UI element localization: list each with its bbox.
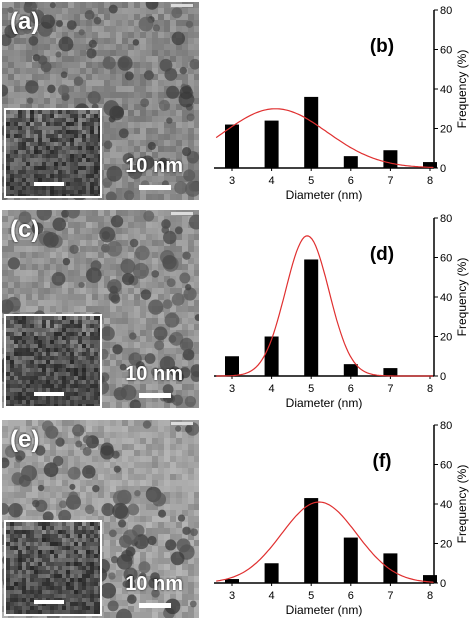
histogram-bar — [343, 156, 358, 168]
scale-label: 10 nm — [125, 363, 183, 385]
tem-inset — [4, 108, 102, 198]
scale-bar — [139, 393, 171, 398]
scale-label: 10 nm — [125, 155, 183, 177]
inset-scale-bar — [34, 392, 64, 396]
y-tick-label: 80 — [440, 5, 452, 17]
y-tick-label: 20 — [440, 124, 452, 136]
histogram-b: 0 20 40 60 80 Frequency (%) 3 4 5 6 7 8 Diameter (nm… — [202, 0, 474, 205]
y-tick-label: 40 — [440, 499, 452, 511]
panel-label: (b) — [370, 36, 394, 57]
tem-image-c: (c) 10 nm — [2, 210, 199, 408]
histogram-bar — [423, 162, 437, 168]
x-tick-label: 6 — [348, 590, 354, 602]
fit-curve — [216, 235, 433, 377]
y-tick-label: 20 — [440, 539, 452, 551]
histogram-d: 0 20 40 60 80 Frequency (%) 3 4 5 6 7 8 Diameter (nm… — [202, 208, 474, 413]
x-tick-label: 3 — [229, 175, 235, 187]
histogram-bar — [264, 563, 279, 583]
panel-label: (c) — [10, 216, 40, 243]
x-tick-label: 5 — [308, 590, 314, 602]
fit-curve — [215, 108, 434, 169]
y-tick-label: 60 — [440, 253, 452, 265]
x-tick-label: 4 — [269, 590, 275, 602]
x-tick-label: 8 — [427, 383, 433, 395]
histogram-bar — [304, 96, 319, 168]
x-tick-label: 7 — [387, 383, 393, 395]
histogram-bar — [423, 575, 437, 583]
y-tick-label: 60 — [440, 45, 452, 57]
tem-image-a: (a) 10 nm — [2, 2, 199, 200]
y-tick-label: 40 — [440, 292, 452, 304]
scale-label: 10 nm — [125, 573, 183, 595]
top-scale-mark — [171, 422, 193, 425]
y-tick-label: 40 — [440, 84, 452, 96]
x-tick-label: 8 — [427, 175, 433, 187]
histogram-svg: 0 20 40 60 80 Frequency (%) 3 4 5 6 7 8 Diameter (nm… — [214, 5, 469, 202]
x-tick-label: 8 — [427, 590, 433, 602]
y-axis-label: Frequency (%) — [455, 50, 469, 129]
histogram-f: 0 20 40 60 80 Frequency (%) 3 4 5 6 7 8 Diameter (nm… — [202, 415, 474, 620]
y-tick-label: 0 — [440, 163, 446, 175]
x-tick-label: 3 — [229, 383, 235, 395]
panel-label: (a) — [10, 8, 40, 35]
top-scale-mark — [171, 4, 193, 7]
y-tick-label: 20 — [440, 332, 452, 344]
x-axis-label: Diameter (nm) — [286, 188, 363, 202]
y-tick-label: 0 — [440, 371, 446, 383]
y-tick-label: 60 — [440, 460, 452, 472]
y-tick-label: 80 — [440, 213, 452, 225]
panel-label: (e) — [10, 426, 40, 453]
histogram-bar — [304, 498, 319, 583]
panel-label: (d) — [370, 244, 394, 265]
histogram-bar — [343, 364, 358, 376]
histogram-bar — [343, 537, 358, 583]
y-tick-label: 80 — [440, 420, 452, 432]
y-tick-label: 0 — [440, 578, 446, 590]
histogram-bar — [383, 553, 398, 583]
panel-label: (f) — [373, 451, 392, 472]
histogram-svg: 0 20 40 60 80 Frequency (%) 3 4 5 6 7 8 Diameter (nm… — [214, 420, 469, 617]
histogram-bar — [225, 356, 239, 376]
histogram-bar — [264, 120, 279, 168]
histogram-bar — [225, 579, 239, 583]
scale-bar — [139, 185, 171, 190]
top-scale-mark — [171, 212, 193, 215]
histogram-bar — [383, 368, 398, 376]
tem-inset — [4, 520, 102, 616]
fit-curve — [216, 501, 434, 583]
x-tick-label: 3 — [229, 590, 235, 602]
x-tick-label: 6 — [348, 175, 354, 187]
x-tick-label: 4 — [269, 383, 275, 395]
inset-texture — [6, 522, 100, 614]
y-axis-label: Frequency (%) — [455, 258, 469, 337]
x-tick-label: 6 — [348, 383, 354, 395]
x-axis-label: Diameter (nm) — [286, 603, 363, 617]
histogram-bar — [304, 259, 319, 376]
histogram-bar — [383, 150, 398, 168]
x-tick-label: 5 — [308, 175, 314, 187]
x-tick-label: 4 — [269, 175, 275, 187]
inset-texture — [6, 316, 100, 406]
scale-bar — [139, 603, 171, 608]
tem-image-e: (e) 10 nm — [2, 420, 199, 618]
x-tick-label: 7 — [387, 175, 393, 187]
histogram-svg: 0 20 40 60 80 Frequency (%) 3 4 5 6 7 8 Diameter (nm… — [214, 213, 469, 410]
tem-inset — [4, 314, 102, 408]
x-tick-label: 5 — [308, 383, 314, 395]
inset-scale-bar — [34, 182, 64, 186]
inset-scale-bar — [34, 600, 64, 604]
x-tick-label: 7 — [387, 590, 393, 602]
y-axis-label: Frequency (%) — [455, 465, 469, 544]
histogram-bar — [264, 336, 279, 376]
x-axis-label: Diameter (nm) — [286, 396, 363, 410]
histogram-bar — [225, 124, 239, 168]
